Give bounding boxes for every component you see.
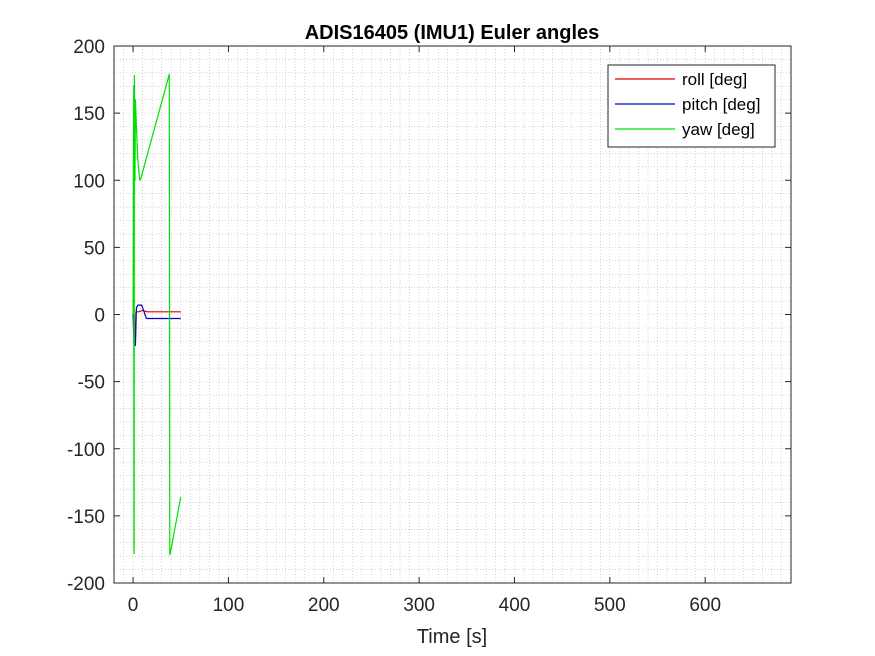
y-tick-label: -100	[67, 440, 105, 461]
x-tick-label: 0	[128, 595, 139, 616]
y-tick-label: -50	[78, 373, 105, 394]
y-tick-label: 0	[94, 306, 105, 327]
x-tick-label: 200	[308, 595, 340, 616]
x-tick-label: 300	[403, 595, 435, 616]
legend-label-2: yaw [deg]	[682, 120, 755, 139]
legend-label-0: roll [deg]	[682, 70, 747, 89]
x-axis-label: Time [s]	[417, 626, 487, 648]
chart-title: ADIS16405 (IMU1) Euler angles	[305, 22, 600, 44]
y-tick-label: 100	[73, 171, 105, 192]
x-tick-label: 500	[594, 595, 626, 616]
y-tick-label: 150	[73, 104, 105, 125]
x-tick-label: 600	[689, 595, 721, 616]
y-tick-label: 200	[73, 37, 105, 58]
y-axis-ticks: -200 -150 -100 -50 0 50 100 150 200	[67, 37, 791, 595]
legend-label-1: pitch [deg]	[682, 95, 760, 114]
series-line-0	[132, 309, 181, 344]
x-axis-ticks: 0 100 200 300 400 500 600	[128, 46, 721, 616]
series-lines	[132, 73, 182, 556]
x-tick-label: 100	[213, 595, 245, 616]
y-tick-label: -150	[67, 507, 105, 528]
legend: roll [deg] pitch [deg] yaw [deg]	[607, 64, 776, 148]
y-tick-label: -200	[67, 574, 105, 595]
series-line-2	[132, 73, 182, 556]
x-tick-label: 400	[499, 595, 531, 616]
y-tick-label: 50	[84, 238, 105, 259]
minor-grid	[114, 46, 792, 583]
